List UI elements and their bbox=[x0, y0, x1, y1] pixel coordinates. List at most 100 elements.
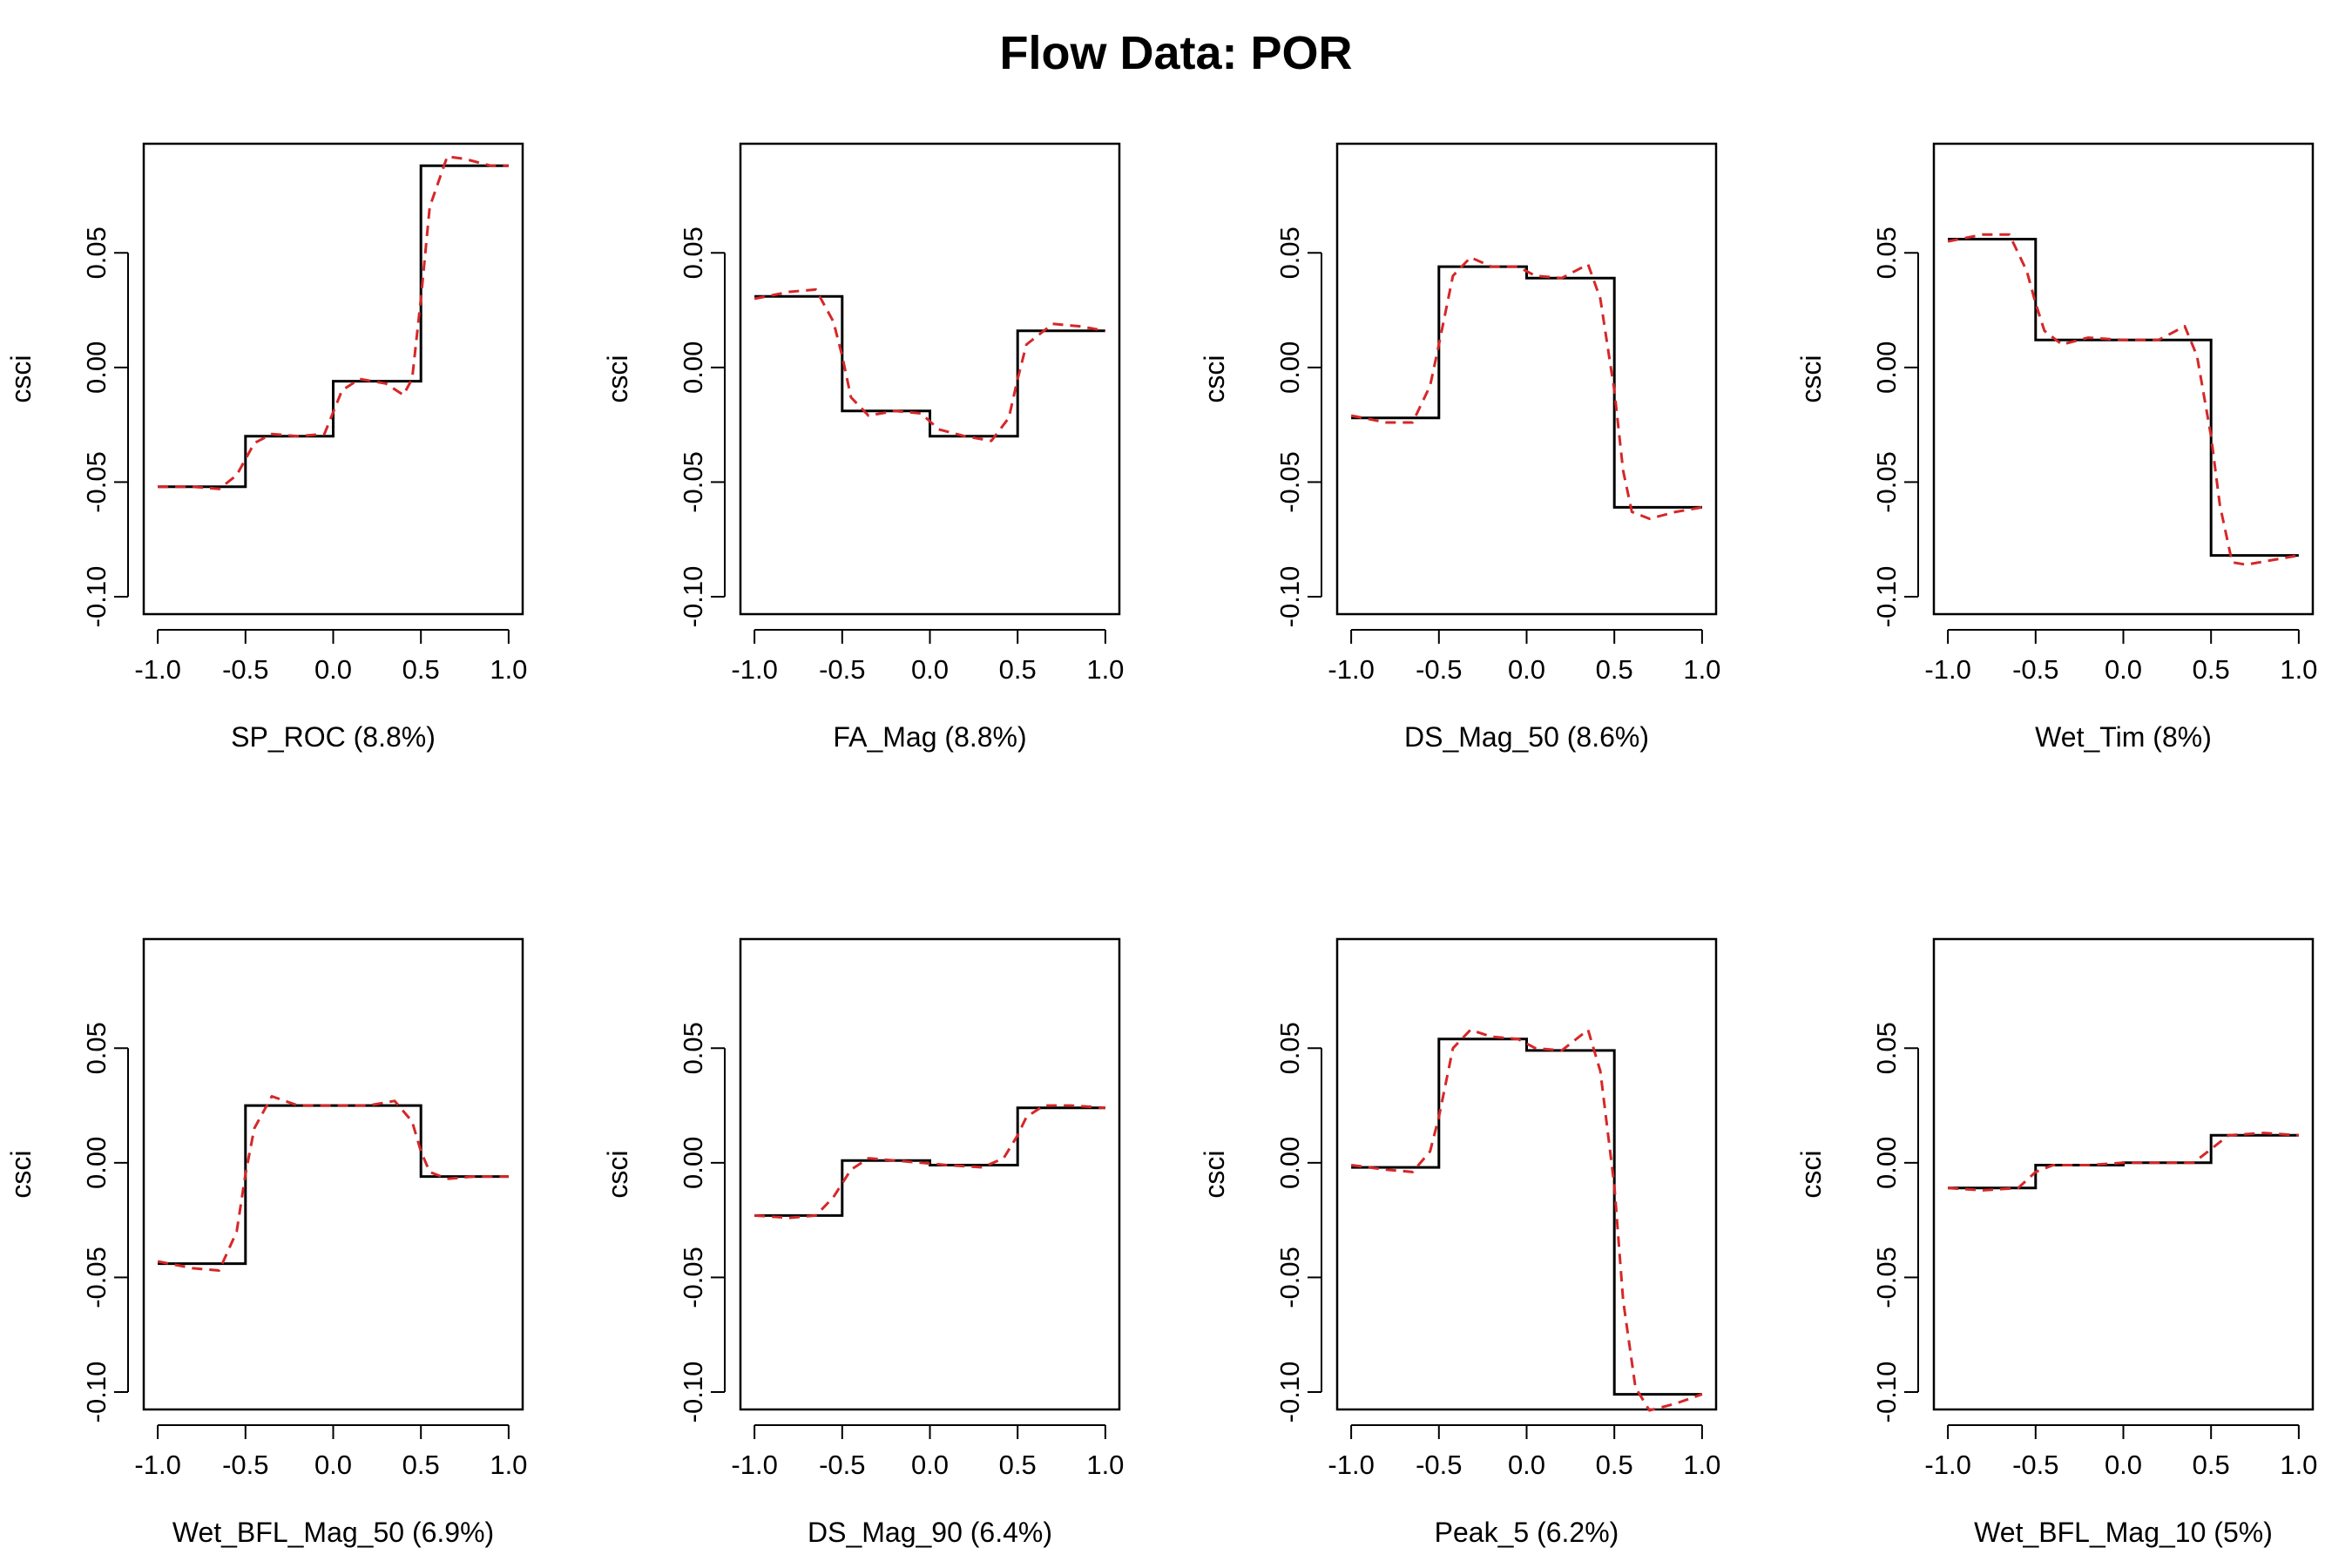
y-tick-label: 0.05 bbox=[81, 1022, 112, 1074]
panel-3: -1.0 -0.5 0.0 0.5 1.0 -0.10 -0.05 0.00 0.05 DS_Ma… bbox=[1199, 142, 1720, 753]
x-tick-label: -0.5 bbox=[2012, 654, 2058, 685]
y-tick-label: -0.05 bbox=[678, 1247, 708, 1308]
panel-6: -1.0 -0.5 0.0 0.5 1.0 -0.10 -0.05 0.00 0.05 DS_Ma… bbox=[602, 937, 1124, 1548]
x-tick-label: 0.5 bbox=[402, 654, 440, 685]
x-axis-label: Wet_Tim (8%) bbox=[2035, 721, 2212, 753]
x-tick-label: 1.0 bbox=[1683, 1450, 1720, 1480]
step-series-line bbox=[1351, 1037, 1702, 1396]
x-tick-label: -0.5 bbox=[1416, 654, 1462, 685]
figure-title: Flow Data: POR bbox=[999, 27, 1353, 79]
x-tick-label: -0.5 bbox=[222, 654, 268, 685]
x-tick-label: 0.5 bbox=[402, 1450, 440, 1480]
smooth-series-line bbox=[1350, 1028, 1703, 1412]
y-axis-label: csci bbox=[5, 1150, 37, 1198]
x-tick-label: 0.0 bbox=[2105, 654, 2142, 685]
y-tick-label: -0.05 bbox=[1871, 451, 1902, 513]
x-tick-label: 0.0 bbox=[1508, 654, 1545, 685]
y-tick-label: 0.00 bbox=[678, 341, 708, 394]
step-series-line bbox=[754, 1106, 1105, 1217]
x-tick-label: 0.0 bbox=[314, 1450, 352, 1480]
y-tick-label: -0.05 bbox=[81, 451, 112, 513]
y-tick-label: -0.05 bbox=[1274, 1247, 1305, 1308]
x-tick-label: 0.0 bbox=[314, 654, 352, 685]
panel-5: -1.0 -0.5 0.0 0.5 1.0 -0.10 -0.05 0.00 0.05 Wet_B… bbox=[5, 937, 527, 1548]
smooth-series-line bbox=[1947, 233, 2300, 566]
y-tick-label: -0.10 bbox=[81, 1362, 112, 1423]
y-tick-label: -0.10 bbox=[1274, 566, 1305, 628]
y-tick-label: 0.05 bbox=[678, 1022, 708, 1074]
y-tick-label: 0.05 bbox=[1274, 1022, 1305, 1074]
x-tick-label: 0.0 bbox=[911, 654, 949, 685]
plot-frame bbox=[1932, 937, 2315, 1411]
x-tick-label: -1.0 bbox=[134, 1450, 180, 1480]
x-tick-label: 0.5 bbox=[999, 1450, 1037, 1480]
y-tick-label: -0.10 bbox=[81, 566, 112, 628]
step-series-line bbox=[1948, 238, 2299, 558]
x-tick-label: -1.0 bbox=[731, 654, 777, 685]
y-tick-label: 0.05 bbox=[81, 226, 112, 279]
y-tick-label: -0.05 bbox=[678, 451, 708, 513]
smooth-series-line bbox=[157, 1095, 509, 1272]
x-axis-label: SP_ROC (8.8%) bbox=[231, 721, 436, 753]
x-axis-label: DS_Mag_90 (6.4%) bbox=[808, 1517, 1052, 1548]
y-tick-label: 0.00 bbox=[81, 341, 112, 394]
y-tick-label: 0.00 bbox=[678, 1137, 708, 1189]
x-tick-label: -1.0 bbox=[1328, 1450, 1374, 1480]
smooth-series-line bbox=[1350, 256, 1703, 520]
smooth-series-line bbox=[158, 155, 509, 490]
step-series-line bbox=[754, 294, 1105, 438]
plot-frame bbox=[739, 142, 1121, 616]
panel-2: -1.0 -0.5 0.0 0.5 1.0 -0.10 -0.05 0.00 0.05 FA_Ma… bbox=[602, 142, 1124, 753]
x-tick-label: -1.0 bbox=[1924, 654, 1970, 685]
y-tick-label: -0.10 bbox=[1274, 1362, 1305, 1423]
y-axis-label: csci bbox=[1795, 355, 1827, 402]
x-axis-label: Wet_BFL_Mag_10 (5%) bbox=[1974, 1517, 2273, 1548]
y-tick-label: 0.05 bbox=[678, 226, 708, 279]
plot-frame bbox=[142, 142, 524, 616]
plot-frame bbox=[739, 937, 1121, 1411]
x-tick-label: -1.0 bbox=[134, 654, 180, 685]
x-tick-label: -1.0 bbox=[1924, 1450, 1970, 1480]
panel-8: -1.0 -0.5 0.0 0.5 1.0 -0.10 -0.05 0.00 0.05 Wet_B… bbox=[1795, 937, 2317, 1548]
y-tick-label: -0.10 bbox=[678, 1362, 708, 1423]
y-axis-label: csci bbox=[5, 355, 37, 402]
y-axis-label: csci bbox=[602, 1150, 633, 1198]
step-series-line bbox=[1351, 265, 1702, 509]
y-tick-label: 0.00 bbox=[81, 1137, 112, 1189]
y-tick-label: -0.10 bbox=[1871, 1362, 1902, 1423]
plot-frame bbox=[1335, 142, 1718, 616]
y-axis-label: csci bbox=[1795, 1150, 1827, 1198]
plot-frame bbox=[1932, 142, 2315, 616]
x-tick-label: -0.5 bbox=[1416, 1450, 1462, 1480]
x-tick-label: 0.5 bbox=[2193, 654, 2230, 685]
x-tick-label: 0.0 bbox=[911, 1450, 949, 1480]
x-tick-label: 1.0 bbox=[2280, 654, 2317, 685]
x-tick-label: 1.0 bbox=[490, 654, 527, 685]
x-tick-label: 1.0 bbox=[1683, 654, 1720, 685]
x-tick-label: 1.0 bbox=[1086, 654, 1124, 685]
x-tick-label: 0.0 bbox=[2105, 1450, 2142, 1480]
x-axis-label: Peak_5 (6.2%) bbox=[1435, 1517, 1619, 1548]
x-axis-label: FA_Mag (8.8%) bbox=[833, 721, 1026, 753]
y-axis-label: csci bbox=[1199, 355, 1230, 402]
x-tick-label: 1.0 bbox=[2280, 1450, 2317, 1480]
x-tick-label: -0.5 bbox=[2012, 1450, 2058, 1480]
step-series-line bbox=[158, 1104, 509, 1266]
x-tick-label: -0.5 bbox=[819, 1450, 865, 1480]
x-axis-label: DS_Mag_50 (8.6%) bbox=[1404, 721, 1649, 753]
y-tick-label: -0.05 bbox=[1871, 1247, 1902, 1308]
x-tick-label: -1.0 bbox=[1328, 654, 1374, 685]
y-tick-label: -0.10 bbox=[678, 566, 708, 628]
panel-7: -1.0 -0.5 0.0 0.5 1.0 -0.10 -0.05 0.00 0.05 Peak_… bbox=[1199, 937, 1720, 1548]
x-tick-label: -0.5 bbox=[819, 654, 865, 685]
smooth-series-line bbox=[1948, 1132, 2300, 1192]
y-tick-label: 0.00 bbox=[1871, 341, 1902, 394]
y-axis-label: csci bbox=[1199, 1150, 1230, 1198]
x-tick-label: 1.0 bbox=[1086, 1450, 1124, 1480]
x-tick-label: 1.0 bbox=[490, 1450, 527, 1480]
step-series-line bbox=[158, 164, 509, 489]
x-tick-label: 0.5 bbox=[999, 654, 1037, 685]
panel-4: -1.0 -0.5 0.0 0.5 1.0 -0.10 -0.05 0.00 0.05 Wet_T… bbox=[1795, 142, 2317, 753]
y-tick-label: -0.05 bbox=[81, 1247, 112, 1308]
